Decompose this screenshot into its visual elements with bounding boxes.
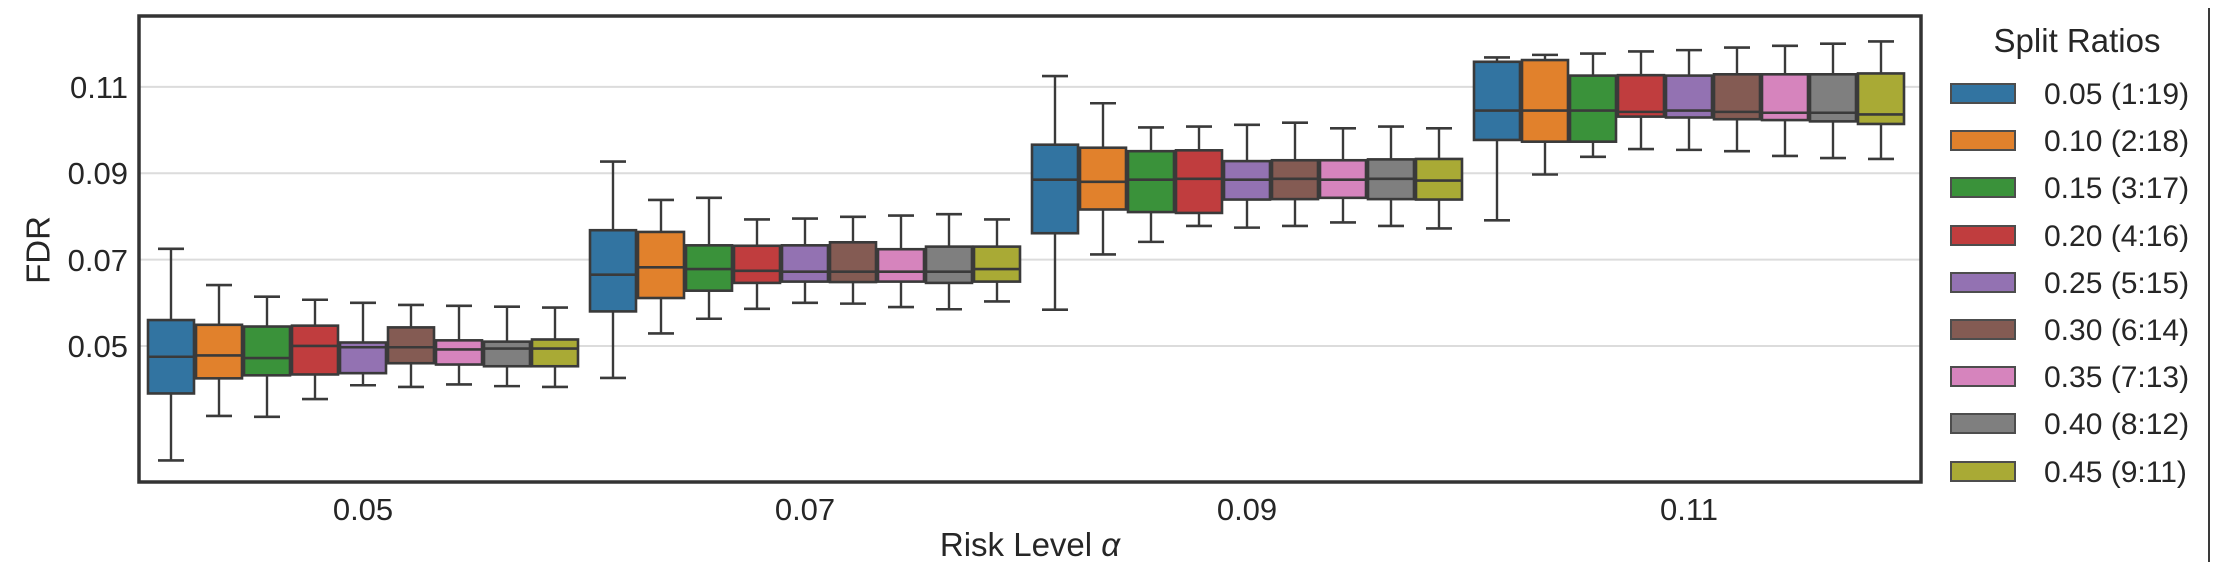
legend-swatch (1950, 177, 2016, 199)
legend-label: 0.45 (9:11) (2044, 455, 2187, 489)
legend-label: 0.40 (8:12) (2044, 408, 2190, 442)
box-0.15-alpha-0.07 (684, 196, 734, 321)
x-axis-label: Risk Level α (940, 528, 1120, 561)
box-0.40-alpha-0.07 (924, 212, 974, 311)
legend-swatch (1950, 366, 2016, 388)
legend-label: 0.20 (4:16) (2044, 219, 2190, 253)
box-0.45-alpha-0.05 (530, 306, 580, 389)
box-0.05-alpha-0.07 (588, 160, 638, 380)
x-tick-label: 0.09 (1216, 492, 1278, 527)
box-0.40-alpha-0.11 (1808, 42, 1858, 160)
legend-label: 0.30 (6:14) (2044, 314, 2190, 347)
x-tick-label: 0.05 (332, 492, 394, 527)
legend-label: 0.25 (5:15) (2044, 266, 2190, 300)
box-0.35-alpha-0.05 (434, 304, 484, 386)
legend-swatch (1950, 460, 2016, 482)
box-0.35-alpha-0.09 (1318, 126, 1368, 224)
box-0.30-alpha-0.09 (1270, 121, 1320, 228)
box-0.40-alpha-0.05 (482, 305, 532, 388)
box-0.30-alpha-0.11 (1712, 46, 1762, 153)
x-axis-label-text: Risk Level (939, 526, 1102, 563)
legend-title: Split Ratios (1993, 22, 2161, 59)
plot-border (137, 14, 1923, 484)
box-0.25-alpha-0.09 (1222, 123, 1272, 229)
box-0.40-alpha-0.09 (1366, 125, 1416, 228)
box-0.20-alpha-0.09 (1174, 125, 1224, 228)
box-0.10-alpha-0.11 (1520, 53, 1570, 176)
x-tick-label: 0.07 (774, 492, 836, 527)
box-0.10-alpha-0.05 (194, 283, 244, 418)
box-0.35-alpha-0.07 (876, 214, 926, 309)
box-0.45-alpha-0.09 (1414, 126, 1464, 230)
box-0.15-alpha-0.11 (1568, 52, 1618, 159)
box-0.20-alpha-0.11 (1616, 50, 1666, 151)
legend-swatch (1950, 319, 2016, 340)
box-0.25-alpha-0.07 (780, 217, 830, 305)
box-0.30-alpha-0.05 (386, 303, 436, 389)
legend-label: 0.35 (7:13) (2044, 361, 2190, 395)
box-0.45-alpha-0.11 (1856, 40, 1906, 161)
box-0.20-alpha-0.05 (290, 298, 340, 401)
x-tick-label: 0.11 (1659, 492, 1719, 527)
y-tick-label: 0.09 (67, 156, 128, 192)
box-0.35-alpha-0.11 (1760, 44, 1810, 158)
legend-label: 0.05 (1:19) (2044, 78, 2190, 111)
alpha-symbol: α (1101, 526, 1121, 563)
legend-swatch (1950, 271, 2016, 293)
y-tick-label: 0.11 (69, 69, 128, 105)
box-0.20-alpha-0.07 (732, 218, 782, 311)
box-0.05-alpha-0.09 (1030, 74, 1080, 311)
legend-swatch (1950, 130, 2016, 152)
box-0.15-alpha-0.09 (1126, 126, 1176, 244)
box-0.05-alpha-0.11 (1472, 56, 1522, 222)
legend-swatch (1950, 224, 2016, 246)
box-0.25-alpha-0.05 (338, 301, 388, 387)
legend-label: 0.15 (3:17) (2044, 172, 2190, 206)
box-0.45-alpha-0.07 (972, 218, 1022, 303)
box-0.30-alpha-0.07 (828, 215, 878, 305)
box-0.05-alpha-0.05 (146, 247, 196, 462)
box-0.25-alpha-0.11 (1664, 48, 1714, 152)
box-0.15-alpha-0.05 (242, 295, 292, 419)
y-tick-label: 0.07 (67, 242, 128, 278)
y-tick-label: 0.05 (67, 328, 128, 364)
box-0.10-alpha-0.09 (1078, 101, 1128, 256)
legend-swatch (1950, 83, 2016, 104)
legend-swatch (1950, 413, 2016, 435)
legend-label: 0.10 (2:18) (2044, 125, 2190, 159)
box-0.10-alpha-0.07 (636, 198, 686, 335)
